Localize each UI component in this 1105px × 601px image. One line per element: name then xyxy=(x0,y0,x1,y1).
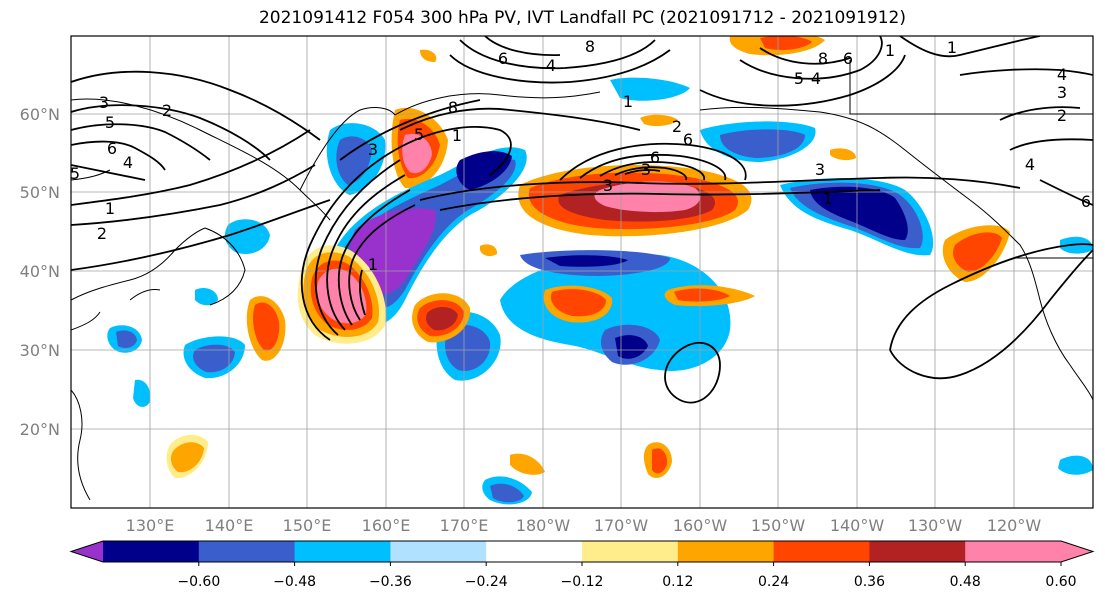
colorbar-tick-label: 0.12 xyxy=(662,574,693,590)
colorbar-tick-label: 0.24 xyxy=(758,574,789,590)
contour-label: 3 xyxy=(1057,83,1067,102)
contour-labels: 3 2 5 6 4 5 1 2 6 8 4 8 6 4 8 5 1 1 4 3 … xyxy=(70,37,1091,274)
contour-label: 4 xyxy=(1057,65,1067,84)
contour-label: 1 xyxy=(823,189,833,208)
lon-label: 150°W xyxy=(751,516,806,535)
colorbar-segment xyxy=(198,541,296,562)
lon-label: 170°W xyxy=(594,516,649,535)
lon-label: 160°E xyxy=(362,516,411,535)
contour-label: 3 xyxy=(603,176,613,195)
longitude-labels: 130°E 140°E 150°E 160°E 170°E 180°W 170°… xyxy=(126,516,1042,535)
colorbar-tick-label: −0.60 xyxy=(177,574,220,590)
contour-label: 1 xyxy=(947,38,957,57)
colorbar-segment xyxy=(582,541,679,562)
lon-label: 160°W xyxy=(673,516,728,535)
contour-label: 8 xyxy=(818,49,828,68)
contour-label: 3 xyxy=(368,140,378,159)
contour-label: 3 xyxy=(815,160,825,179)
contour-label: 2 xyxy=(162,101,172,120)
figure-title: 2021091412 F054 300 hPa PV, IVT Landfall… xyxy=(258,8,906,28)
contour-label: 6 xyxy=(498,49,508,68)
contour-label: 2 xyxy=(1057,106,1067,125)
colorbar-extend-min xyxy=(71,541,103,562)
contour-label: 8 xyxy=(585,37,595,56)
colorbar-tick-label: 0.60 xyxy=(1045,574,1076,590)
contour-label: 4 xyxy=(811,69,821,88)
colorbar-segment xyxy=(965,541,1062,562)
contour-label: 3 xyxy=(641,160,651,179)
colorbar-extend-max xyxy=(1061,541,1093,562)
contour-label: 6 xyxy=(1081,192,1091,211)
contour-label: 4 xyxy=(123,153,133,172)
colorbar-outline xyxy=(69,540,1095,563)
contour-label: 1 xyxy=(885,41,895,60)
contour-label: 5 xyxy=(70,164,80,183)
contour-label: 8 xyxy=(448,98,458,117)
lon-label: 130°E xyxy=(126,516,175,535)
colorbar-tick-label: 0.48 xyxy=(950,574,981,590)
colorbar: −0.60 −0.48 −0.36 −0.24 −0.12 0.12 0.24 0.36 0.4… xyxy=(69,540,1095,590)
colorbar-tick-label: −0.48 xyxy=(273,574,316,590)
lat-label: 50°N xyxy=(20,183,60,202)
contour-label: 2 xyxy=(97,224,107,243)
lon-label: 140°W xyxy=(830,516,885,535)
lon-label: 120°W xyxy=(987,516,1042,535)
contour-label: 6 xyxy=(683,130,693,149)
colorbar-segment xyxy=(677,541,775,562)
colorbar-segment xyxy=(390,541,487,562)
coastlines xyxy=(71,60,1093,501)
latitude-labels: 60°N 50°N 40°N 30°N 20°N xyxy=(20,105,60,439)
lon-label: 150°E xyxy=(283,516,332,535)
contour-label: 3 xyxy=(99,93,109,112)
contour-label: 1 xyxy=(452,126,462,145)
colorbar-segment xyxy=(294,541,391,562)
lon-label: 170°E xyxy=(440,516,489,535)
contour-label: 5 xyxy=(105,113,115,132)
contour-label: 6 xyxy=(650,148,660,167)
colorbar-segment xyxy=(486,541,583,562)
contour-label: 6 xyxy=(107,139,117,158)
contour-label: 4 xyxy=(1025,155,1035,174)
colorbar-segment xyxy=(869,541,966,562)
contour-label: 6 xyxy=(843,49,853,68)
colorbar-tick-label: −0.36 xyxy=(369,574,412,590)
colorbar-segment xyxy=(103,541,200,562)
colorbar-tick-label: 0.36 xyxy=(854,574,885,590)
contour-label: 5 xyxy=(414,125,424,144)
colorbar-tick-label: −0.24 xyxy=(465,574,508,590)
colorbar-tick-label: −0.12 xyxy=(561,574,604,590)
lat-label: 20°N xyxy=(20,420,60,439)
gridlines xyxy=(71,36,1093,508)
contour-label: 5 xyxy=(794,69,804,88)
lon-label: 130°W xyxy=(908,516,963,535)
lat-label: 60°N xyxy=(20,105,60,124)
map-plot-area: 3 2 5 6 4 5 1 2 6 8 4 8 6 4 8 5 1 1 4 3 … xyxy=(70,36,1093,508)
contour-label: 1 xyxy=(368,255,378,274)
lon-label: 140°E xyxy=(205,516,254,535)
lon-label: 180°W xyxy=(516,516,571,535)
contour-label: 2 xyxy=(672,117,682,136)
shading-layer xyxy=(107,36,1093,505)
lat-label: 30°N xyxy=(20,341,60,360)
colorbar-segment xyxy=(773,541,870,562)
lat-label: 40°N xyxy=(20,262,60,281)
contour-label: 1 xyxy=(623,92,633,111)
contour-lines xyxy=(71,36,1093,404)
map-frame xyxy=(70,35,1094,509)
contour-label: 4 xyxy=(546,56,556,75)
contour-label: 1 xyxy=(105,199,115,218)
